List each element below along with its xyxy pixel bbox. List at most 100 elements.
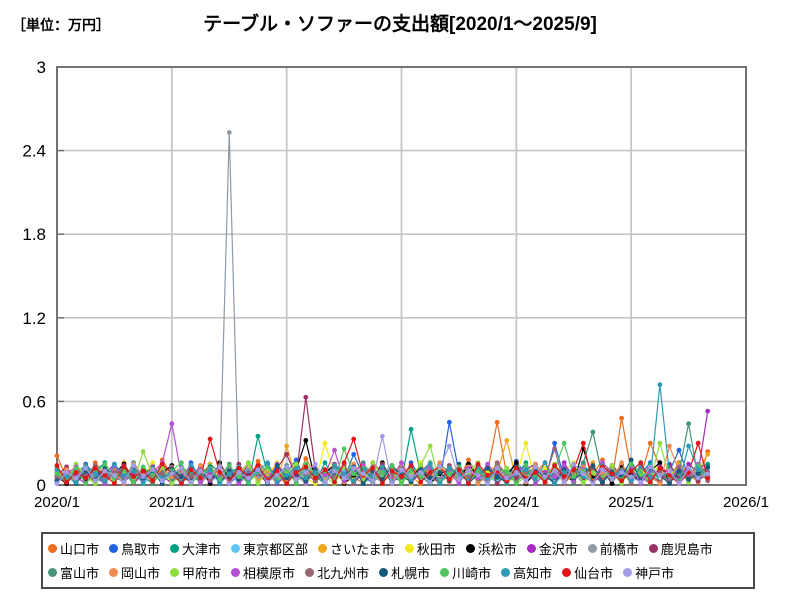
- series-point: [552, 474, 558, 480]
- series-point: [542, 479, 548, 485]
- series-point: [341, 471, 347, 477]
- legend-item-label: 鳥取市: [121, 542, 161, 558]
- series-point: [284, 451, 290, 457]
- legend-item: 秋田市: [404, 539, 456, 558]
- series-point: [427, 443, 433, 449]
- series-point: [102, 472, 108, 478]
- series-point: [179, 481, 184, 487]
- series-point: [600, 479, 605, 485]
- series-point: [351, 451, 357, 457]
- series-point: [92, 471, 98, 477]
- series-point: [198, 475, 203, 481]
- series-point: [54, 463, 60, 468]
- series-point: [657, 481, 663, 487]
- legend-swatch: [440, 567, 450, 577]
- series-point: [571, 467, 577, 473]
- legend-swatch: [48, 544, 57, 554]
- series-point: [628, 468, 634, 474]
- series-point: [265, 460, 270, 466]
- series-point: [552, 481, 558, 487]
- legend-swatch: [379, 567, 389, 577]
- legend-item-label: 札幌市: [391, 565, 431, 581]
- series-point: [389, 481, 395, 487]
- series-point: [561, 463, 567, 468]
- series-point: [686, 477, 691, 482]
- legend-item: 甲府市: [170, 563, 221, 582]
- series-point: [150, 467, 156, 473]
- legend-row: 山口市 鳥取市 大津市 東京都区部 さいたま市 秋田市 浜松市 金沢市 前橋市 鹿児島市: [48, 539, 748, 558]
- series-point: [513, 481, 519, 487]
- series-point: [523, 463, 529, 468]
- series-point: [667, 481, 672, 487]
- series-point: [255, 463, 261, 468]
- series-point: [638, 460, 644, 466]
- series-point: [121, 472, 127, 478]
- series-point: [351, 436, 357, 442]
- series-point: [580, 479, 586, 485]
- y-tick-label: 0.6: [22, 392, 46, 411]
- series-point: [590, 481, 596, 487]
- series-point: [274, 472, 280, 478]
- series-point: [322, 479, 328, 485]
- series-point: [351, 478, 357, 484]
- series-point: [303, 475, 309, 481]
- series-point: [112, 461, 117, 467]
- legend-item-label: 仙台市: [574, 565, 614, 581]
- legend-swatch: [231, 567, 241, 577]
- series-point: [293, 470, 299, 475]
- legend-item: 浜松市: [465, 539, 517, 558]
- legend-swatch: [305, 567, 315, 577]
- series-point: [341, 446, 347, 452]
- series-point: [466, 457, 471, 463]
- series-point: [705, 408, 711, 414]
- series-point: [293, 477, 299, 482]
- series-point: [140, 481, 146, 487]
- series-point: [561, 440, 567, 446]
- series-point: [504, 470, 510, 475]
- series-point: [73, 465, 79, 471]
- legend-item: 北九州市: [305, 563, 369, 582]
- series-point: [159, 478, 165, 484]
- series-point: [446, 443, 452, 449]
- series-point: [600, 467, 605, 473]
- series-point: [638, 470, 644, 475]
- series-point: [274, 479, 280, 485]
- legend-swatch: [231, 544, 241, 554]
- series-point: [399, 481, 404, 487]
- series-point: [179, 474, 184, 480]
- series-point: [686, 443, 691, 449]
- series-point: [552, 446, 558, 452]
- legend-swatch: [623, 567, 633, 577]
- series-point: [312, 461, 318, 467]
- series-point: [676, 468, 682, 474]
- legend-swatch: [318, 544, 328, 554]
- series-point: [293, 465, 299, 471]
- series-point: [456, 467, 462, 473]
- series-point: [418, 470, 424, 475]
- legend-swatch: [526, 544, 536, 554]
- series-point: [351, 471, 357, 477]
- series-point: [121, 479, 127, 485]
- series-point: [303, 438, 309, 443]
- series-point: [619, 460, 624, 466]
- series-point: [446, 419, 452, 425]
- legend-item: 富山市: [48, 563, 99, 582]
- series-point: [686, 421, 691, 427]
- series-point: [370, 465, 376, 471]
- series-point: [475, 468, 481, 474]
- series-point: [284, 481, 290, 487]
- series-point: [198, 463, 203, 468]
- legend-swatch: [48, 567, 57, 577]
- series-point: [561, 479, 567, 485]
- series-point: [303, 470, 309, 475]
- series-point: [533, 481, 538, 487]
- series-point: [619, 478, 624, 484]
- series-point: [303, 456, 309, 461]
- series-point: [341, 460, 347, 466]
- legend-item-label: 岡山市: [121, 565, 161, 581]
- series-point: [647, 464, 653, 470]
- series-point: [408, 474, 414, 480]
- series-point: [456, 477, 462, 482]
- series-point: [274, 468, 280, 474]
- series-point: [226, 130, 232, 135]
